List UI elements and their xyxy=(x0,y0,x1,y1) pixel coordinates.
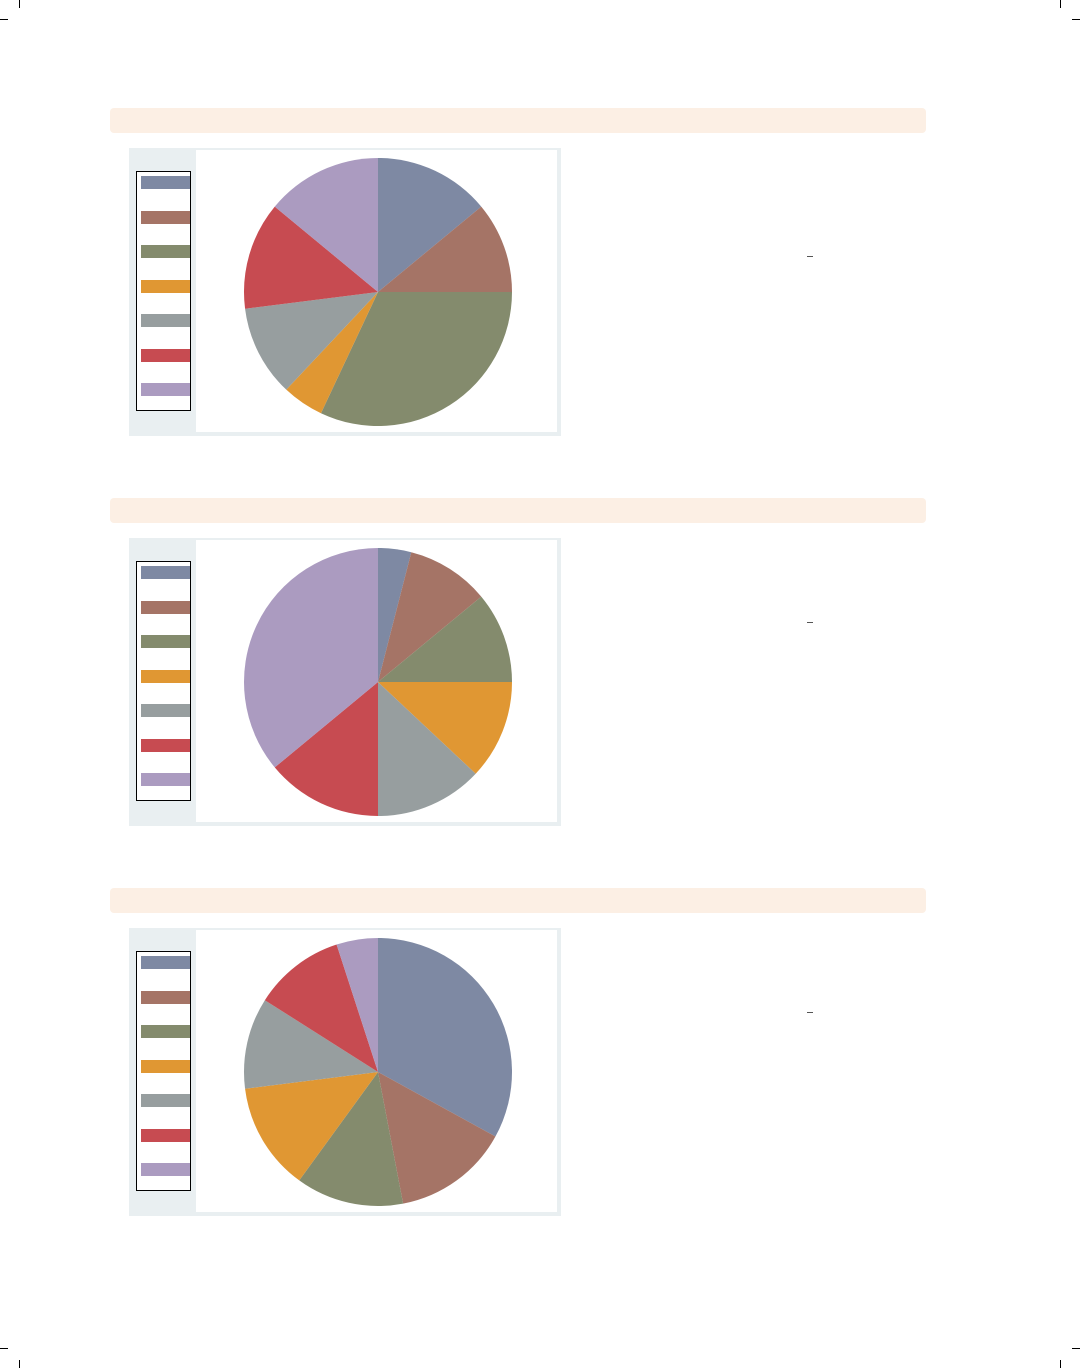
chart-panel xyxy=(129,928,561,1216)
pie-chart xyxy=(244,938,513,1207)
legend-swatch-5 xyxy=(141,704,190,717)
chart-panel xyxy=(129,148,561,436)
pie-slice-6 xyxy=(244,206,378,309)
legend-swatch-3 xyxy=(141,635,190,648)
pie-slice-3 xyxy=(378,596,512,682)
legend xyxy=(136,561,191,801)
crop-mark-top-left-h xyxy=(0,19,8,20)
legend-swatch-6 xyxy=(141,1128,190,1142)
legend-swatch-4 xyxy=(141,279,190,293)
crop-mark-bottom-left-h xyxy=(0,1348,8,1349)
plot-area xyxy=(196,930,557,1212)
legend xyxy=(136,171,191,411)
crop-mark-bottom-right-v xyxy=(1060,1360,1061,1368)
tick-mark xyxy=(807,256,813,257)
plot-area xyxy=(196,150,557,432)
crop-mark-bottom-left-v xyxy=(19,1360,20,1368)
chart-section-2 xyxy=(0,498,1080,838)
pie-slice-6 xyxy=(274,682,378,816)
pie-slice-1 xyxy=(378,938,513,1137)
pie-slice-7 xyxy=(274,158,378,292)
pie-slice-5 xyxy=(245,292,378,390)
legend-swatch-1 xyxy=(141,566,190,579)
pie-slice-1 xyxy=(378,158,482,292)
chart-panel xyxy=(129,538,561,826)
pie-slice-3 xyxy=(320,292,512,427)
pie-slice-2 xyxy=(378,1072,496,1204)
section-header-bar xyxy=(110,498,926,523)
crop-mark-top-left-v xyxy=(19,0,20,8)
pie-slice-4 xyxy=(378,682,512,774)
plot-area xyxy=(196,540,557,822)
pie-slice-4 xyxy=(286,292,378,414)
chart-section-3 xyxy=(0,888,1080,1228)
legend-swatch-6 xyxy=(141,738,190,752)
tick-mark xyxy=(807,1012,813,1013)
crop-mark-top-right-v xyxy=(1060,0,1061,8)
legend-swatch-3 xyxy=(141,245,190,258)
pie-slice-5 xyxy=(378,682,476,816)
legend-swatch-6 xyxy=(141,348,190,362)
legend-swatch-5 xyxy=(141,314,190,327)
pie-slice-1 xyxy=(378,548,412,682)
pie-slice-2 xyxy=(378,552,482,682)
legend-swatch-1 xyxy=(141,956,190,969)
section-header-bar xyxy=(110,108,926,133)
legend-swatch-5 xyxy=(141,1094,190,1107)
legend-swatch-2 xyxy=(141,990,190,1004)
legend-swatch-4 xyxy=(141,669,190,683)
pie-slice-5 xyxy=(244,1000,378,1089)
legend-swatch-2 xyxy=(141,210,190,224)
section-header-bar xyxy=(110,888,926,913)
legend-swatch-7 xyxy=(141,383,190,396)
pie-slice-7 xyxy=(244,548,378,768)
pie-chart xyxy=(244,548,512,816)
legend xyxy=(136,951,191,1191)
pie-slice-7 xyxy=(336,938,378,1072)
legend-swatch-4 xyxy=(141,1059,190,1073)
pie-chart xyxy=(244,158,512,427)
tick-mark xyxy=(807,622,813,623)
pie-slice-3 xyxy=(299,1072,404,1207)
pie-slice-6 xyxy=(264,944,378,1072)
crop-mark-bottom-right-h xyxy=(1072,1348,1080,1349)
legend-swatch-7 xyxy=(141,773,190,786)
legend-swatch-3 xyxy=(141,1025,190,1038)
crop-mark-top-right-h xyxy=(1072,19,1080,20)
pie-slice-2 xyxy=(378,206,512,292)
legend-swatch-7 xyxy=(141,1163,190,1176)
chart-section-1 xyxy=(0,108,1080,448)
legend-swatch-1 xyxy=(141,176,190,189)
pie-slice-4 xyxy=(245,1072,378,1181)
legend-swatch-2 xyxy=(141,600,190,614)
